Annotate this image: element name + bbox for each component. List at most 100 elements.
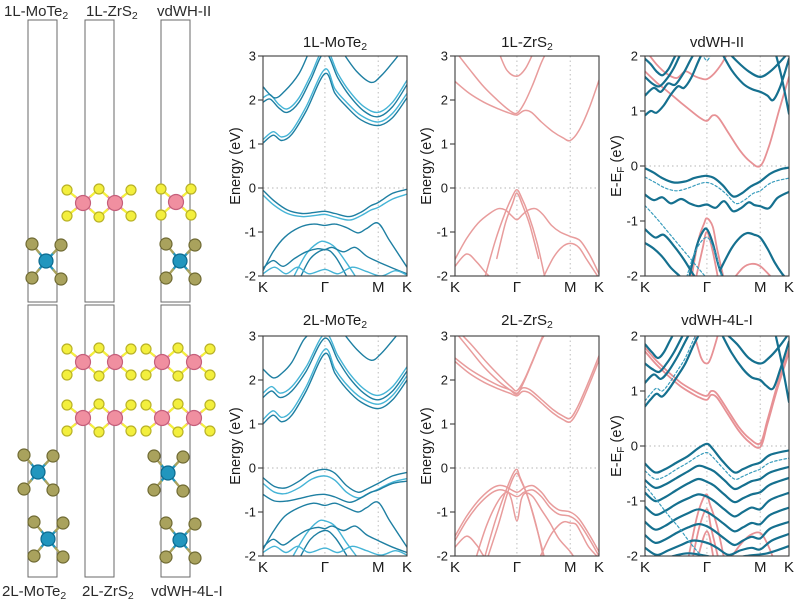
band-path (455, 207, 599, 275)
s-atom (185, 183, 197, 195)
band-path (263, 352, 407, 425)
s-atom (204, 399, 216, 411)
plot-frame (262, 55, 408, 277)
te-atom (176, 484, 190, 498)
unit-cell (61, 19, 137, 303)
band-path (645, 176, 789, 205)
band-path (484, 189, 546, 276)
band-path (775, 56, 789, 115)
s-atom (125, 425, 137, 437)
band-path (292, 519, 358, 556)
band-path (263, 56, 407, 114)
band-path (645, 228, 696, 276)
band-path (645, 485, 703, 556)
s-atom (155, 183, 167, 195)
s-atom (204, 369, 216, 381)
te-atom (54, 238, 68, 252)
band-path (300, 529, 348, 556)
zr-atom (185, 409, 203, 427)
band-path (645, 350, 789, 449)
band-path (645, 166, 789, 198)
s-atom (204, 425, 216, 437)
band-path (458, 56, 546, 115)
zr-atom (167, 193, 185, 211)
band-plot-vdwh-ii (640, 55, 790, 277)
band-path (648, 56, 728, 81)
unit-cell-box (27, 304, 58, 578)
s-atom (125, 210, 137, 222)
unit-cell-box (84, 19, 115, 303)
band-plot-1l-mote2 (258, 55, 408, 277)
mo-atom (172, 532, 188, 548)
band-path (645, 70, 789, 168)
mo-atom (38, 253, 54, 269)
band-path (730, 56, 787, 79)
band-path (455, 253, 491, 276)
s-atom (93, 211, 105, 223)
te-atom (159, 516, 173, 530)
band-path (263, 475, 407, 499)
te-atom (147, 449, 161, 463)
unit-cell (17, 304, 70, 578)
unit-cell-box (160, 19, 191, 303)
band-path (487, 472, 545, 556)
band-path (702, 56, 711, 62)
band-path (645, 336, 674, 360)
band-path (263, 348, 407, 421)
te-atom (56, 550, 70, 564)
band-path (263, 68, 407, 141)
s-atom (61, 343, 73, 355)
zr-atom (153, 353, 171, 371)
te-atom (54, 272, 68, 286)
band-path (645, 476, 789, 504)
bands-group (263, 56, 407, 276)
te-atom (188, 272, 202, 286)
bands-group (645, 336, 789, 556)
s-atom (172, 426, 184, 438)
band-path (645, 190, 789, 213)
band-path (263, 480, 407, 504)
mo-atom (40, 531, 56, 547)
band-path (455, 488, 599, 556)
band-path (455, 484, 599, 553)
te-atom (46, 483, 60, 497)
band-path (263, 266, 407, 276)
band-path (718, 231, 786, 276)
band-path (721, 336, 789, 391)
band-path (462, 336, 544, 392)
s-atom (155, 209, 167, 221)
band-path (645, 532, 789, 556)
unit-cell (61, 304, 137, 578)
s-atom (204, 343, 216, 355)
band-path (645, 451, 789, 480)
te-atom (159, 550, 173, 564)
band-path (455, 359, 599, 423)
band-path (263, 525, 407, 554)
band-path (263, 501, 407, 551)
s-atom (125, 399, 137, 411)
band-path (645, 56, 681, 88)
band-path (645, 491, 789, 518)
band-path (645, 545, 789, 556)
band-path (263, 336, 308, 379)
s-atom (93, 342, 105, 354)
s-atom (140, 425, 152, 437)
unit-cell (155, 19, 202, 303)
bands-group (645, 56, 789, 276)
band-path (263, 188, 407, 218)
band-path (645, 520, 789, 547)
te-atom (56, 516, 70, 530)
band-path (499, 56, 533, 77)
s-atom (61, 210, 73, 222)
zr-atom (74, 194, 92, 212)
band-path (645, 336, 697, 402)
band-path (263, 337, 407, 401)
band-path (263, 468, 407, 493)
band-plot-2l-zrs2 (450, 335, 600, 557)
band-path (263, 193, 407, 221)
unit-cell-box (160, 304, 191, 578)
band-path (645, 56, 677, 77)
band-path (645, 336, 690, 384)
band-plot-vdwh-4l-i (640, 335, 790, 557)
